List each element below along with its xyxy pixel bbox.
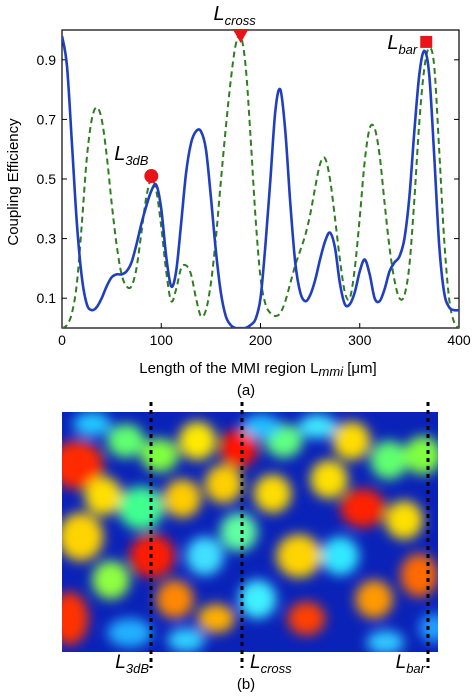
panel-a-caption: (a) xyxy=(237,382,255,399)
heatmap-hotspot xyxy=(118,486,164,530)
heatmap-hotspot xyxy=(156,580,194,619)
panel-a-line-chart: 0.1 0.3 0.5 0.7 0.9 0 100 200 300 400 L3dB Lcross… xyxy=(5,3,471,399)
heatmap-hotspot xyxy=(140,438,179,473)
heatmap-hotspot xyxy=(219,428,258,468)
heatmap-hotspot xyxy=(287,601,326,636)
marker-bar xyxy=(420,35,433,48)
heatmap-hotspot xyxy=(62,440,104,489)
heatmap-hotspot xyxy=(73,412,111,436)
y-ticks: 0.1 0.3 0.5 0.7 0.9 xyxy=(37,52,459,306)
marker-label-3dB: L3dB xyxy=(114,143,149,168)
heatmap-hotspot xyxy=(340,488,386,528)
heatmap-hotspot xyxy=(84,476,123,516)
series-dashed-green-line xyxy=(62,33,459,328)
y-tick-label: 0.1 xyxy=(37,290,57,306)
heatmap-hotspot xyxy=(370,440,408,480)
heatmap-hotspot xyxy=(167,628,205,652)
heatmap-hotspot xyxy=(400,553,438,597)
x-tick-label: 100 xyxy=(150,332,174,348)
markers-a: L3dB Lcross Lbar xyxy=(114,3,433,184)
y-tick-label: 0.9 xyxy=(37,52,57,68)
heatmap-hotspot xyxy=(107,618,153,648)
heatmap-hotspot xyxy=(92,560,130,600)
heatmap-hotspot xyxy=(178,421,217,460)
heatmap-hotspot xyxy=(276,534,322,578)
y-tick-label: 0.3 xyxy=(37,231,57,247)
heatmap-labels: L3dB Lcross Lbar xyxy=(115,652,425,676)
heatmap-hotspot xyxy=(321,536,360,576)
x-axis-label: Length of the MMI region Lmmi [μm] xyxy=(139,360,376,379)
heatmap-hotspot xyxy=(253,474,292,513)
heatmap-hotspot xyxy=(219,512,258,552)
heatmap-hotspot xyxy=(163,479,202,518)
heatmap-hotspot xyxy=(204,464,243,504)
x-ticks: 0 100 200 300 400 xyxy=(58,323,471,348)
heatmap-hotspot xyxy=(107,424,145,458)
heatmap-hotspot xyxy=(419,613,438,643)
heatmap-hotspot xyxy=(404,436,438,475)
heatmap-hotspot xyxy=(310,460,348,499)
y-tick-label: 0.5 xyxy=(37,171,57,187)
heatmap-hotspot xyxy=(366,630,405,652)
heatmap-label-3dB: L3dB xyxy=(115,652,149,676)
heatmap-hotspot xyxy=(298,414,337,439)
heatmap-field xyxy=(62,412,438,652)
y-tick-label: 0.7 xyxy=(37,111,57,127)
marker-3dB xyxy=(144,169,159,184)
panel-b-caption: (b) xyxy=(237,676,255,693)
panel-b-heatmap: L3dB Lcross Lbar (b) xyxy=(62,402,438,693)
heatmap-hotspot xyxy=(355,580,393,619)
x-tick-label: 0 xyxy=(58,332,66,348)
heatmap-hotspot xyxy=(62,592,89,645)
x-tick-label: 400 xyxy=(447,332,471,348)
heatmap-hotspot xyxy=(242,414,281,439)
heatmap-label-cross: Lcross xyxy=(250,652,292,676)
x-tick-label: 200 xyxy=(249,332,273,348)
heatmap-hotspot xyxy=(238,580,277,619)
y-axis-label: Coupling Efficiency xyxy=(5,118,22,246)
series-solid-blue-line xyxy=(62,35,459,328)
heatmap-hotspot xyxy=(332,421,371,460)
heatmap-label-bar: Lbar xyxy=(396,652,426,676)
heatmap-hotspot xyxy=(62,512,104,561)
heatmap-hotspot xyxy=(186,536,224,576)
marker-label-bar: Lbar xyxy=(387,32,418,57)
x-tick-label: 300 xyxy=(348,332,372,348)
heatmap-hotspot xyxy=(385,500,423,540)
marker-label-cross: Lcross xyxy=(214,3,257,28)
heatmap-hotspot xyxy=(197,604,235,633)
marker-cross xyxy=(232,28,249,43)
